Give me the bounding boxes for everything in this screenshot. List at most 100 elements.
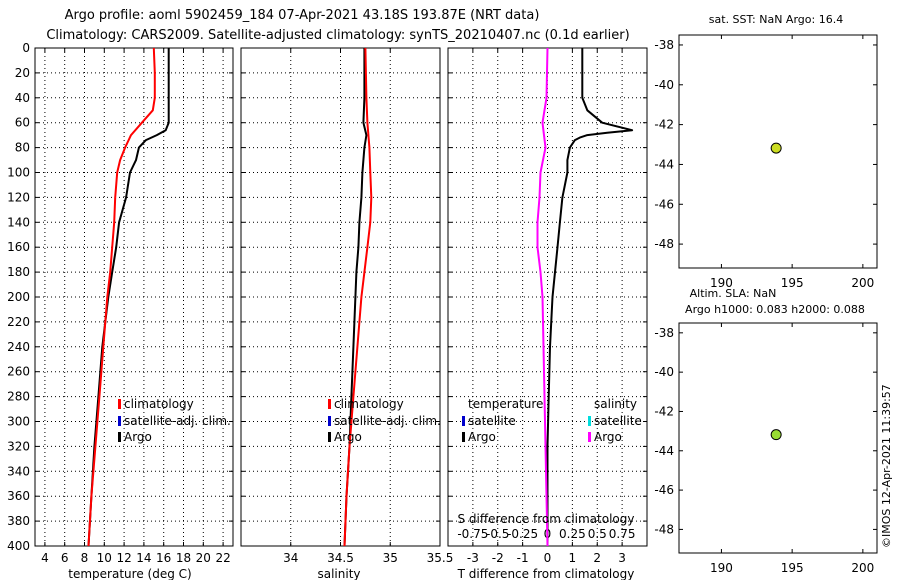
- map-y-tick-label: -38: [654, 326, 674, 340]
- x-tick-label: 14: [136, 551, 151, 565]
- y-tick-label: 240: [7, 340, 30, 354]
- legend-label-argo: Argo: [124, 430, 152, 444]
- legend-label-satellite: satellite-adj. clim.: [124, 414, 231, 428]
- series-line-argo: [87, 48, 170, 547]
- y-tick-label: 360: [7, 489, 30, 503]
- temperature-legend: climatology satellite-adj. clim. Argo: [118, 397, 231, 444]
- y-tick-label: 160: [7, 240, 30, 254]
- legend-swatch-satellite: [328, 416, 331, 426]
- x-tick-label: 1: [569, 551, 577, 565]
- x-tick-label: 0: [544, 551, 552, 565]
- x-tick-label: 34: [283, 551, 298, 565]
- salinity-xlabel: salinity: [317, 567, 360, 580]
- legend-label-t-argo: Argo: [468, 430, 496, 444]
- y-tick-label: 120: [7, 190, 30, 204]
- legend-swatch-t-satellite: [462, 416, 465, 426]
- argo-position-marker: [770, 429, 782, 441]
- x-tick-label: 10: [97, 551, 112, 565]
- y-tick-label: 40: [15, 91, 30, 105]
- x-tick-label: 4: [41, 551, 49, 565]
- y-tick-label: 140: [7, 215, 30, 229]
- x-tick-label: 3: [618, 551, 626, 565]
- legend-swatch-climatology: [118, 399, 121, 409]
- legend-label-t-satellite: satellite: [468, 414, 516, 428]
- legend-label-climatology: climatology: [334, 397, 404, 411]
- map-y-tick-label: -46: [654, 483, 674, 497]
- y-tick-label: 340: [7, 464, 30, 478]
- map-y-tick-label: -48: [654, 522, 674, 536]
- map-y-tick-label: -46: [654, 197, 674, 211]
- legend-swatch-s-argo: [588, 432, 591, 442]
- y-tick-label: 280: [7, 390, 30, 404]
- y-tick-label: 320: [7, 439, 30, 453]
- map-y-tick-label: -48: [654, 237, 674, 251]
- y-tick-label: 60: [15, 116, 30, 130]
- sla-map-panel: Altim. SLA: NaN Argo h1000: 0.083 h2000:…: [654, 287, 878, 575]
- s-diff-tick-label: 0.25: [559, 527, 586, 541]
- x-tick-label: -2: [492, 551, 504, 565]
- temperature-xlabel: temperature (deg C): [68, 567, 191, 580]
- map-y-tick-label: -44: [654, 157, 674, 171]
- sst-map-panel: sat. SST: NaN Argo: 16.4 -38 -40 -42 -44 -46…: [654, 13, 878, 290]
- y-tick-label: 180: [7, 265, 30, 279]
- legend-label-climatology: climatology: [124, 397, 194, 411]
- map-y-tick-label: -42: [654, 118, 674, 132]
- legend-swatch-climatology: [328, 399, 331, 409]
- map-y-tick-label: -40: [654, 365, 674, 379]
- x-tick-label: 35: [383, 551, 398, 565]
- t-difference-xlabel: T difference from climatology: [457, 567, 635, 580]
- x-tick-label: 2: [593, 551, 601, 565]
- map-y-tick-label: -40: [654, 78, 674, 92]
- map-x-tick-label: 195: [781, 561, 804, 575]
- map-x-tick-label: 200: [851, 561, 874, 575]
- sla-map-title-2: Argo h1000: 0.083 h2000: 0.088: [685, 303, 865, 316]
- salinity-legend: climatology satellite-adj. clim. Argo: [328, 397, 441, 444]
- s-diff-tick-label: -0.25: [507, 527, 538, 541]
- map-x-tick-label: 195: [781, 276, 804, 290]
- s-diff-tick-label: -0.75: [457, 527, 488, 541]
- legend-swatch-s-satellite: [588, 416, 591, 426]
- y-tick-label: 220: [7, 315, 30, 329]
- s-diff-tick-label: 0.75: [609, 527, 636, 541]
- y-tick-label: 20: [15, 66, 30, 80]
- series-line-t-difference-argo-: [546, 48, 634, 546]
- x-tick-label: -1: [517, 551, 529, 565]
- s-diff-tick-label: 0.5: [588, 527, 607, 541]
- temperature-panel: 0 20 40 60 80 100 120 140 160 180 200 220 240 260 280 3…: [7, 41, 234, 580]
- x-tick-label: 6: [61, 551, 69, 565]
- sst-map-title: sat. SST: NaN Argo: 16.4: [709, 13, 843, 26]
- x-tick-label: 20: [196, 551, 211, 565]
- series-line-climatology: [343, 47, 373, 547]
- credit-text: ©IMOS 12-Apr-2021 11:39:57: [880, 384, 893, 548]
- y-tick-label: 0: [22, 41, 30, 55]
- y-tick-label: 400: [7, 539, 30, 553]
- legend-label-satellite: satellite-adj. clim.: [334, 414, 441, 428]
- y-tick-label: 80: [15, 141, 30, 155]
- series-line-climatology: [87, 47, 156, 547]
- legend-swatch-satellite: [118, 416, 121, 426]
- legend-swatch-argo: [118, 432, 121, 442]
- x-tick-label: 16: [156, 551, 171, 565]
- difference-legend-salinity: salinity satellite Argo: [588, 397, 642, 444]
- map-y-tick-label: -42: [654, 404, 674, 418]
- map-y-tick-label: -38: [654, 38, 674, 52]
- title-line-1: Argo profile: aoml 5902459_184 07-Apr-20…: [65, 8, 540, 23]
- map-x-tick-label: 190: [710, 561, 733, 575]
- sst-map-frame: [678, 34, 878, 269]
- difference-legend-temperature: temperature satellite Argo: [462, 397, 543, 444]
- x-tick-label: 22: [215, 551, 230, 565]
- x-tick-label: -3: [467, 551, 479, 565]
- map-y-tick-label: -44: [654, 444, 674, 458]
- legend-label-argo: Argo: [334, 430, 362, 444]
- legend-label-s-argo: Argo: [594, 430, 622, 444]
- legend-title-salinity: salinity: [594, 397, 637, 411]
- title-line-2: Climatology: CARS2009. Satellite-adjuste…: [46, 28, 629, 43]
- argo-position-marker: [770, 142, 782, 154]
- map-x-tick-label: 200: [851, 276, 874, 290]
- sla-map-title-1: Altim. SLA: NaN: [690, 287, 777, 300]
- x-tick-label: 35.5: [427, 551, 454, 565]
- y-tick-label: 300: [7, 415, 30, 429]
- s-difference-label: S difference from climatology: [458, 512, 635, 526]
- y-tick-label: 260: [7, 365, 30, 379]
